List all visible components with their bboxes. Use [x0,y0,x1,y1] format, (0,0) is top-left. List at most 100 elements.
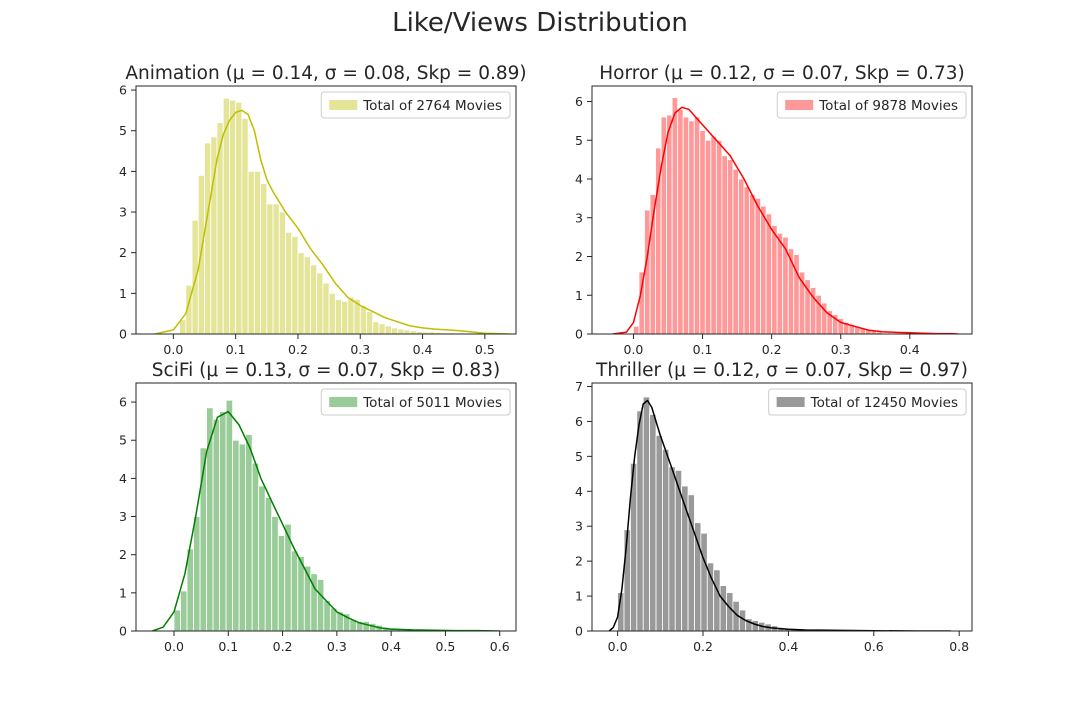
histogram-bar [715,139,723,334]
plot-area [608,396,952,631]
kde-curve [154,109,510,334]
histogram-bar [272,203,280,334]
y-tick-label: 0 [575,327,583,342]
legend-box [768,388,967,416]
histogram-bar [191,219,199,334]
y-tick-label: 6 [575,414,583,429]
x-tick-label: 0.1 [693,342,713,357]
histogram-bar [776,232,784,334]
x-tick-label: 0.4 [778,639,798,654]
chart-title-animation: Animation (μ = 0.14, σ = 0.08, Skp = 0.8… [125,63,526,84]
x-tick-label: 0.0 [624,342,644,357]
histogram-bar [247,170,255,334]
histogram-bar [642,396,651,631]
legend: Total of 12450 Movies [768,388,967,416]
histogram-bar [662,448,670,631]
histogram-bar [290,550,299,631]
kde-curve [612,106,959,334]
histogram-bar [328,292,336,334]
x-tick-label: 0.0 [608,639,628,654]
legend-swatch [329,100,358,110]
y-tick-label: 6 [119,83,127,98]
x-tick-label: 0.4 [381,639,401,654]
histogram-bar [347,297,355,334]
histogram-bar [316,272,324,334]
x-tick-label: 0.6 [864,639,884,654]
histogram-bar [397,328,405,334]
histogram-bar [704,139,712,334]
histogram-bar [291,236,299,334]
histogram-bar [391,327,399,334]
histogram-bar [232,439,240,631]
histogram-bar [251,462,260,631]
histogram-bar [334,299,342,334]
y-tick-label: 0 [119,327,127,342]
x-tick-label: 0.6 [490,639,510,654]
chart-title-horror: Horror (μ = 0.12, σ = 0.07, Skp = 0.73) [599,63,965,84]
histogram-bar [749,194,756,334]
histogram-bar [258,485,266,631]
y-tick-label: 4 [119,164,127,179]
legend: Total of 2764 Movies [320,91,511,119]
y-tick-label: 5 [119,123,127,138]
histogram-bar [633,325,640,334]
histogram-bar [193,516,201,631]
histogram-bar [760,205,767,334]
y-tick-label: 4 [575,172,583,187]
histogram-bar [238,443,247,631]
histogram-bar [636,410,644,631]
legend-label: Total of 12450 Movies [810,395,958,411]
y-tick-label: 7 [575,379,583,394]
plot-area [154,97,510,334]
x-tick-label: 0.3 [350,342,370,357]
histogram-bar [700,532,708,631]
histogram-bar [264,497,273,631]
histogram-bar [179,319,187,334]
legend-label: Total of 2764 Movies [362,98,502,114]
x-tick-label: 0.5 [475,342,495,357]
x-tick-label: 0.4 [900,342,920,357]
histogram-bar [727,159,734,334]
y-tick-label: 0 [119,624,127,639]
histogram-bar [655,434,663,631]
chart-thriller: 0.0 0.2 0.4 0.6 0.8 0 1 2 3 4 5 6 7 Thriller (μ = 0.1… [575,360,973,654]
x-tick-label: 0.3 [831,342,851,357]
kde-curve [152,410,500,631]
histogram-bar [644,209,651,334]
histogram-bar [688,120,695,334]
plot-area [152,399,501,631]
legend: Total of 5011 Movies [320,388,511,416]
y-tick-label: 4 [575,484,583,499]
plot-area [612,97,959,334]
histogram-bar [180,590,188,631]
histogram-bar [719,585,727,631]
histogram-bar [266,203,274,334]
histogram-bar [710,135,717,334]
y-tick-label: 2 [119,547,127,562]
y-tick-label: 3 [119,509,127,524]
legend-label: Total of 9878 Movies [818,98,958,114]
histogram-bar [204,142,212,334]
histogram-bar [738,178,745,334]
histogram-bar [297,556,305,631]
legend: Total of 9878 Movies [776,91,967,119]
histogram-bar [303,256,311,334]
histogram-bar [253,170,261,334]
histogram-bar [671,97,679,334]
histogram-bar [666,114,673,334]
x-tick-label: 0.2 [693,639,713,654]
legend-swatch [776,397,805,407]
histogram-bar [687,494,695,631]
y-tick-label: 1 [119,286,127,301]
histogram-bar [771,225,778,334]
histogram-bar [260,183,268,334]
x-tick-label: 0.1 [218,639,238,654]
y-tick-label: 0 [575,624,583,639]
x-tick-label: 0.3 [327,639,347,654]
histogram-bar [341,301,349,334]
chart-horror: 0.0 0.1 0.2 0.3 0.4 0 1 2 3 4 5 6 Horror (μ = 0.12, … [575,63,973,357]
x-tick-label: 0.1 [226,342,246,357]
histogram-bar [638,271,645,334]
histogram-bar [713,569,721,631]
axes-frame [135,85,517,335]
